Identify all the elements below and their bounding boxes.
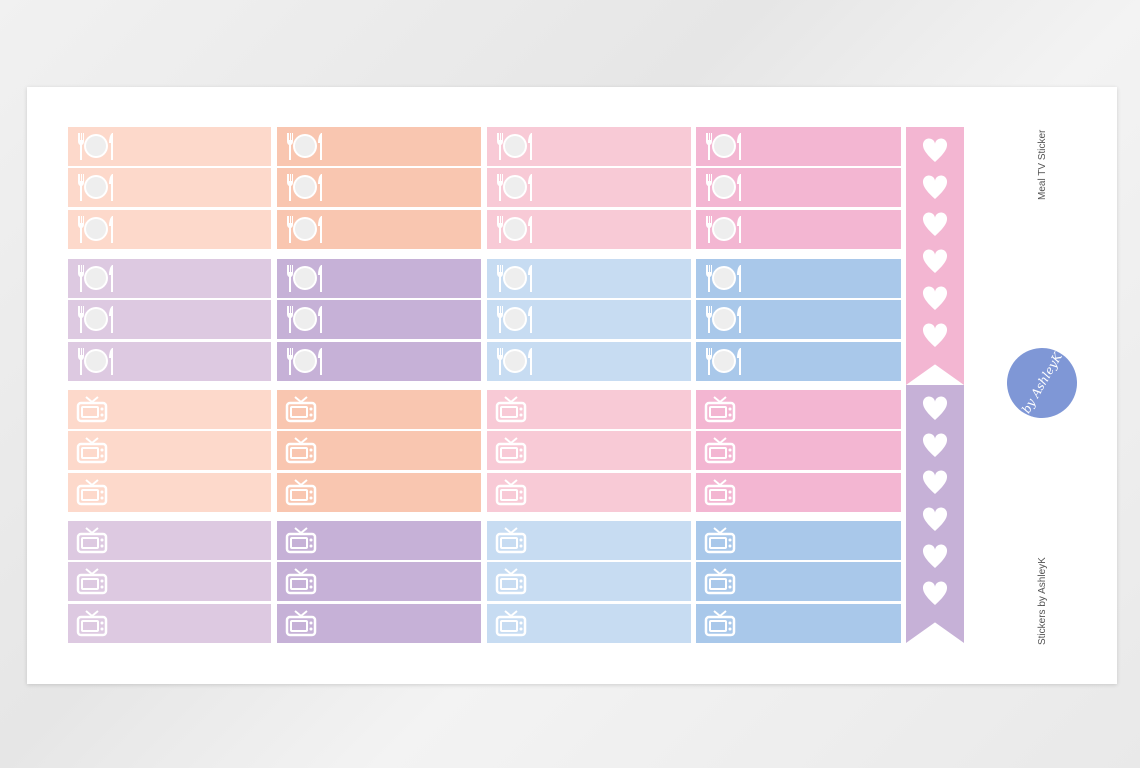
checklist-sticker [68, 390, 271, 429]
checklist-sticker [277, 300, 481, 339]
checklist-sticker [68, 210, 271, 249]
credit-text: Stickers by AshleyK [1037, 557, 1048, 645]
checklist-sticker [696, 300, 901, 339]
checklist-sticker [696, 521, 901, 560]
checklist-sticker [487, 259, 691, 298]
checklist-sticker [487, 562, 691, 601]
checklist-sticker [68, 259, 271, 298]
heart-icon [922, 395, 948, 421]
checklist-sticker [68, 168, 271, 207]
heart-icon [922, 137, 948, 163]
checklist-sticker [277, 473, 481, 512]
checklist-sticker [487, 521, 691, 560]
checklist-sticker [487, 431, 691, 470]
checklist-sticker [277, 342, 481, 381]
checklist-sticker [487, 342, 691, 381]
checklist-sticker [696, 604, 901, 643]
checklist-sticker [696, 168, 901, 207]
checklist-sticker [68, 431, 271, 470]
checklist-sticker [696, 431, 901, 470]
checklist-sticker [68, 562, 271, 601]
heart-icon [922, 506, 948, 532]
heart-icon [922, 248, 948, 274]
checklist-sticker [696, 562, 901, 601]
checklist-sticker [277, 604, 481, 643]
checklist-sticker [68, 473, 271, 512]
checklist-sticker [277, 168, 481, 207]
checklist-sticker [277, 259, 481, 298]
checklist-sticker [277, 521, 481, 560]
checklist-sticker [487, 604, 691, 643]
heart-icon [922, 211, 948, 237]
heart-icon [922, 543, 948, 569]
heart-icon [922, 580, 948, 606]
checklist-sticker [696, 127, 901, 166]
checklist-sticker [277, 210, 481, 249]
flag-banner-sticker [906, 385, 964, 643]
checklist-sticker [487, 168, 691, 207]
checklist-sticker [696, 390, 901, 429]
checklist-sticker [696, 473, 901, 512]
heart-icon [922, 469, 948, 495]
checklist-sticker [68, 300, 271, 339]
heart-icon [922, 322, 948, 348]
sheet-title: Meal TV Sticker [1037, 129, 1048, 200]
checklist-sticker [277, 390, 481, 429]
checklist-sticker [487, 390, 691, 429]
checklist-sticker [277, 562, 481, 601]
checklist-sticker [696, 342, 901, 381]
heart-icon [922, 174, 948, 200]
checklist-sticker [487, 300, 691, 339]
checklist-sticker [277, 127, 481, 166]
heart-icon [922, 285, 948, 311]
checklist-sticker [277, 431, 481, 470]
logo-text: by AshleyK [1019, 350, 1065, 416]
checklist-sticker [68, 342, 271, 381]
heart-icon [922, 432, 948, 458]
checklist-sticker [68, 521, 271, 560]
checklist-sticker [68, 127, 271, 166]
checklist-sticker [487, 127, 691, 166]
checklist-sticker [68, 604, 271, 643]
checklist-sticker [696, 259, 901, 298]
checklist-sticker [487, 210, 691, 249]
flag-banner-sticker [906, 127, 964, 385]
checklist-sticker [696, 210, 901, 249]
checklist-sticker [487, 473, 691, 512]
